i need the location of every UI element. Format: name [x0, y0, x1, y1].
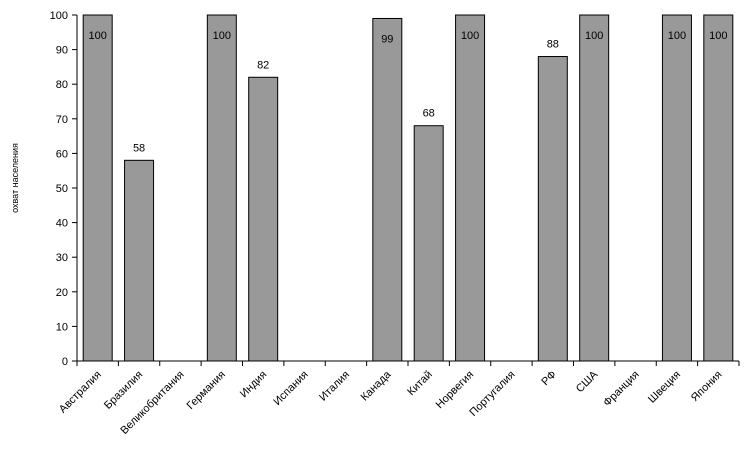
y-tick-label: 100	[50, 10, 68, 22]
data-label: 100	[709, 30, 727, 42]
y-tick-label: 20	[56, 287, 68, 299]
data-label: 58	[133, 142, 145, 154]
bar	[661, 14, 692, 362]
data-label: 88	[547, 39, 559, 51]
x-tick-label: США	[574, 368, 601, 395]
bar	[455, 14, 486, 362]
bars: 100 58 100 82 99 68 100 88 100 100 100	[82, 14, 734, 362]
x-tick-label: Бразилия	[102, 369, 145, 412]
x-tick-label: Норвегия	[434, 369, 477, 412]
bar	[124, 159, 155, 362]
x-tick-label: Япония	[689, 369, 725, 405]
y-tick-label: 80	[56, 79, 68, 91]
bar	[413, 125, 444, 362]
bar	[248, 76, 279, 362]
x-tick-label: Австралия	[57, 369, 104, 416]
data-label: 100	[585, 30, 603, 42]
y-tick-label: 90	[56, 45, 68, 57]
y-tick-label: 40	[56, 218, 68, 230]
data-label: 100	[89, 30, 107, 42]
x-tick-label: Италия	[317, 369, 352, 404]
data-label: 99	[381, 33, 393, 45]
x-tick-label: Испания	[271, 369, 310, 408]
data-label: 100	[668, 30, 686, 42]
bar	[372, 17, 403, 362]
y-tick-label: 0	[62, 356, 68, 368]
y-axis-title: охват населения	[10, 143, 20, 213]
x-tick-label: Китай	[405, 369, 435, 399]
data-label: 100	[213, 30, 231, 42]
x-tick-label: Франция	[601, 369, 641, 409]
bar	[537, 56, 568, 362]
x-tick-label: Индия	[238, 369, 269, 400]
y-tick-label: 70	[56, 114, 68, 126]
data-label: 68	[423, 108, 435, 120]
y-axis: 0 10 20 30 40 50 60 70 80 90 100	[50, 10, 78, 368]
x-tick-label: Германия	[185, 369, 228, 412]
bar	[82, 14, 113, 362]
bar	[703, 14, 734, 362]
x-tick-label: Швеция	[646, 369, 683, 406]
bar	[206, 14, 237, 362]
data-label: 100	[461, 30, 479, 42]
y-axis-title-group: охват населения	[10, 143, 20, 213]
y-tick-label: 30	[56, 252, 68, 264]
bar	[579, 14, 610, 362]
x-tick-label: Канада	[359, 368, 394, 403]
y-tick-label: 10	[56, 321, 68, 333]
x-tick-label: РФ	[539, 369, 559, 389]
data-label: 82	[257, 59, 269, 71]
y-tick-label: 50	[56, 183, 68, 195]
y-tick-label: 60	[56, 148, 68, 160]
